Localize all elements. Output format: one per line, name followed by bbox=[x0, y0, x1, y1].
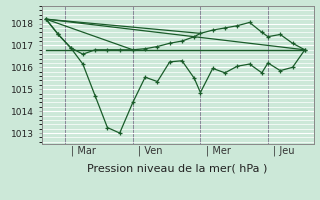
X-axis label: Pression niveau de la mer( hPa ): Pression niveau de la mer( hPa ) bbox=[87, 163, 268, 173]
Text: | Mar: | Mar bbox=[70, 145, 95, 156]
Text: | Ven: | Ven bbox=[138, 145, 163, 156]
Text: | Jeu: | Jeu bbox=[273, 145, 295, 156]
Text: | Mer: | Mer bbox=[206, 145, 230, 156]
